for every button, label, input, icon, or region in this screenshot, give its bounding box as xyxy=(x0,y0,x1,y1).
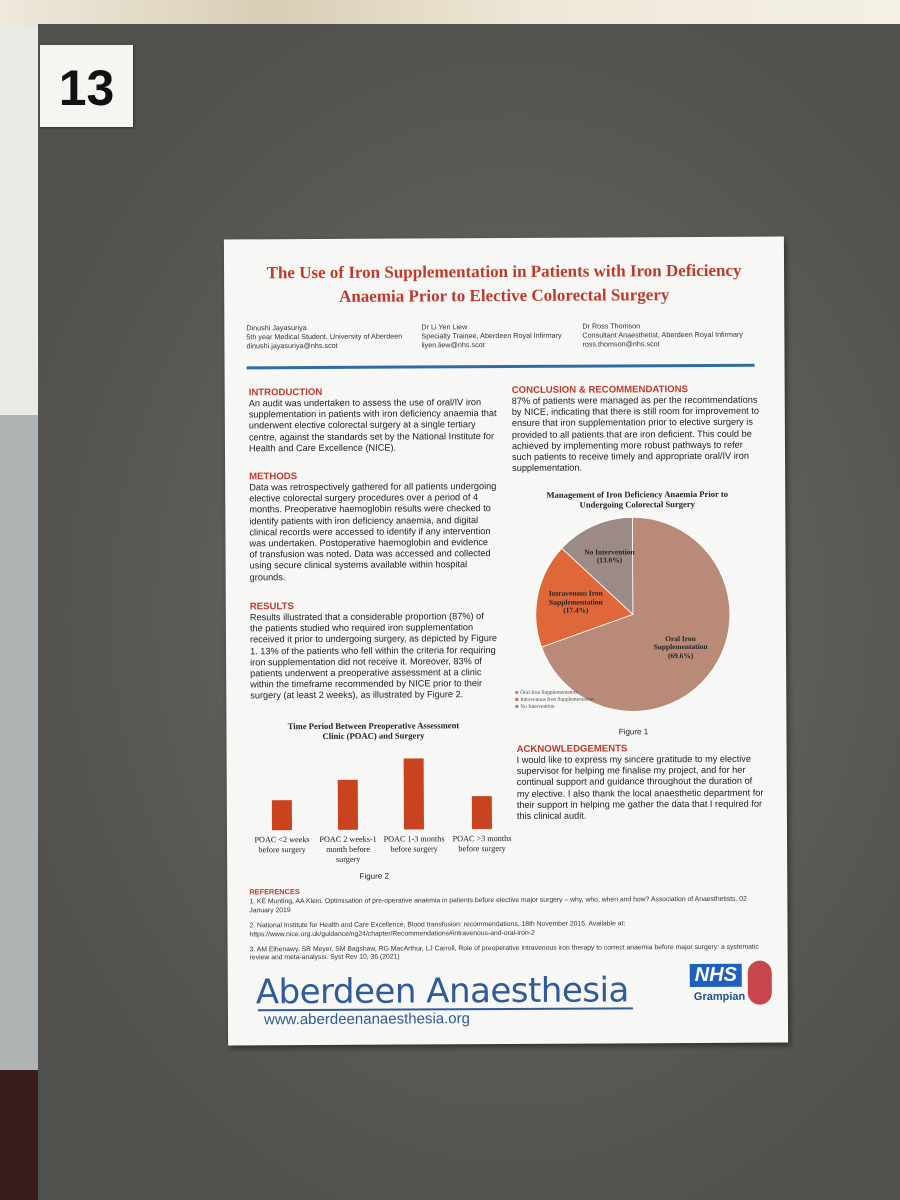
wall xyxy=(0,0,900,26)
website: www.aberdeenanaesthesia.org xyxy=(263,1010,471,1029)
section-body: An audit was undertaken to assess the us… xyxy=(248,397,497,454)
poster-title: The Use of Iron Supplementation in Patie… xyxy=(266,260,742,306)
section: ACKNOWLEDGEMENTS I would like to express… xyxy=(517,743,765,823)
bar xyxy=(271,800,292,831)
author: Dr Li Yen Liew Specialty Trainee, Aberde… xyxy=(421,322,591,350)
pie-slice xyxy=(561,516,634,616)
section-body: Data was retrospectively gathered for al… xyxy=(249,481,497,582)
legend-swatch xyxy=(515,704,519,708)
author-email: liyen.liew@nhs.scot xyxy=(421,340,485,350)
bar-chart: Time Period Between Preoperative Assessm… xyxy=(238,718,511,884)
section-body: Results illustrated that a considerable … xyxy=(249,611,498,701)
x-tick-label: POAC 1-3 months before surgery xyxy=(383,834,445,854)
references: REFERENCES 1. KE Munting, AA Klein. Opti… xyxy=(249,886,764,971)
poster: The Use of Iron Supplementation in Patie… xyxy=(223,236,789,1046)
reference: 2. National Institute for Health and Car… xyxy=(249,920,626,938)
figure-caption: Figure 1 xyxy=(618,727,649,737)
divider xyxy=(246,363,755,370)
reference: 1. KE Munting, AA Klein. Optimisation of… xyxy=(249,896,747,915)
legend-label: No Intervention xyxy=(520,703,555,710)
legend-swatch xyxy=(515,697,519,701)
nhs-emblem xyxy=(747,960,772,1005)
pie-slice xyxy=(541,516,731,712)
section: INTRODUCTION An audit was undertaken to … xyxy=(249,386,497,454)
bar xyxy=(403,758,424,830)
figure-caption: Figure 2 xyxy=(359,871,389,881)
x-tick-label: POAC <2 weeks before surgery xyxy=(254,835,310,855)
legend-swatch xyxy=(515,690,519,694)
author-role: 5th year Medical Student, University of … xyxy=(246,331,403,342)
author-role: Consultant Anaesthetist, Aberdeen Royal … xyxy=(582,329,744,340)
slice-label: No Intervention (13.0%) xyxy=(567,547,651,566)
legend-entry: No Intervention xyxy=(515,703,555,710)
slice-label: Intravenous Iron Supplementation (17.4%) xyxy=(534,589,618,615)
author-email: dinushi.jayasuriya@nhs.scot xyxy=(246,340,338,351)
logo-text: Aberdeen Anaesthesia xyxy=(255,970,629,1013)
legend-label: Oral Iron Supplementation xyxy=(520,689,579,696)
legend-entry: Intravenous Iron Supplementation xyxy=(515,697,594,703)
pie-slice xyxy=(535,547,634,648)
author-email: ross.thomson@nhs.scot xyxy=(582,339,660,349)
x-tick-label: POAC >3 months before surgery xyxy=(452,833,512,854)
slice-value: (69.6%) xyxy=(667,650,694,660)
board-number: 13 xyxy=(40,45,133,127)
legend-entry: Oral Iron Supplementation xyxy=(515,690,578,696)
section-body: 87% of patients were managed as per the … xyxy=(511,394,759,474)
section: METHODS Data was retrospectively gathere… xyxy=(249,470,498,583)
author: Dr Ross Thomson Consultant Anaesthetist,… xyxy=(582,321,752,349)
bar xyxy=(337,779,358,830)
pie-chart: Management of Iron Deficiency Anaemia Pr… xyxy=(512,487,763,743)
references-heading: REFERENCES xyxy=(249,887,300,897)
pie-plot xyxy=(535,516,731,712)
legend-label: Intravenous Iron Supplementation xyxy=(520,696,594,703)
x-tick-label: POAC 2 weeks-1 month before surgery xyxy=(319,834,377,864)
author: Dinushi Jayasuriya 5th year Medical Stud… xyxy=(246,322,416,350)
nhs-region: Grampian xyxy=(693,990,746,1004)
nhs-logo: NHS xyxy=(689,963,743,988)
bar-plot xyxy=(271,758,492,831)
slice-value: (17.4%) xyxy=(563,605,589,615)
reference: 3. AM Elhenawy, SR Meyer, SM Bagshaw, RG… xyxy=(249,943,759,962)
section: CONCLUSION & RECOMMENDATIONS 87% of pati… xyxy=(512,384,760,475)
bar xyxy=(471,796,492,830)
section: RESULTS Results illustrated that a consi… xyxy=(250,600,499,702)
slice-label: Oral Iron Supplementation (69.6%) xyxy=(638,634,722,660)
section-body: I would like to express my sincere grati… xyxy=(516,753,764,821)
slice-name: Intravenous Iron Supplementation xyxy=(548,588,603,607)
slice-name: Oral Iron Supplementation xyxy=(653,633,708,652)
slice-value: (13.0%) xyxy=(596,555,623,565)
